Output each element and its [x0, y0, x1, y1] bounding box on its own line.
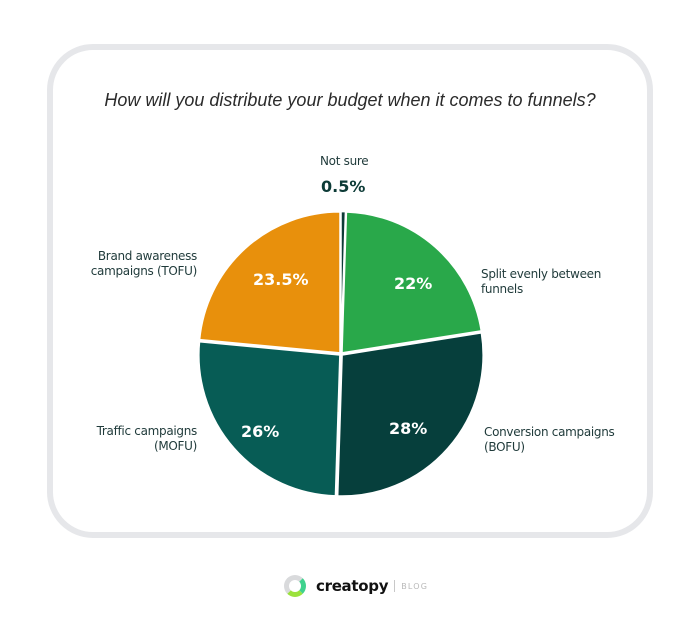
pie-slice	[198, 340, 341, 497]
pct-not-sure: 0.5%	[321, 177, 366, 196]
pie-slice	[336, 332, 484, 497]
label-tofu: Brand awareness campaigns (TOFU)	[90, 249, 198, 278]
label-split-evenly: Split evenly between funnels	[481, 267, 602, 296]
pct-bofu: 28%	[389, 419, 428, 438]
pct-tofu: 23.5%	[253, 270, 309, 289]
pie-slice	[198, 211, 341, 354]
pie-slices	[198, 210, 484, 497]
pct-split-evenly: 22%	[394, 274, 433, 293]
chart-title: How will you distribute your budget when…	[104, 90, 596, 110]
label-mofu: Traffic campaigns (MOFU)	[96, 424, 198, 453]
label-not-sure: Not sure	[320, 154, 369, 168]
pie-slice	[341, 211, 483, 354]
pie-slice	[340, 210, 347, 354]
creatopy-logo-icon	[284, 575, 306, 597]
logo-divider	[394, 580, 396, 592]
label-bofu: Conversion campaigns (BOFU)	[484, 425, 615, 454]
creatopy-logo: creatopy BLOG	[284, 570, 428, 602]
pct-mofu: 26%	[241, 422, 280, 441]
